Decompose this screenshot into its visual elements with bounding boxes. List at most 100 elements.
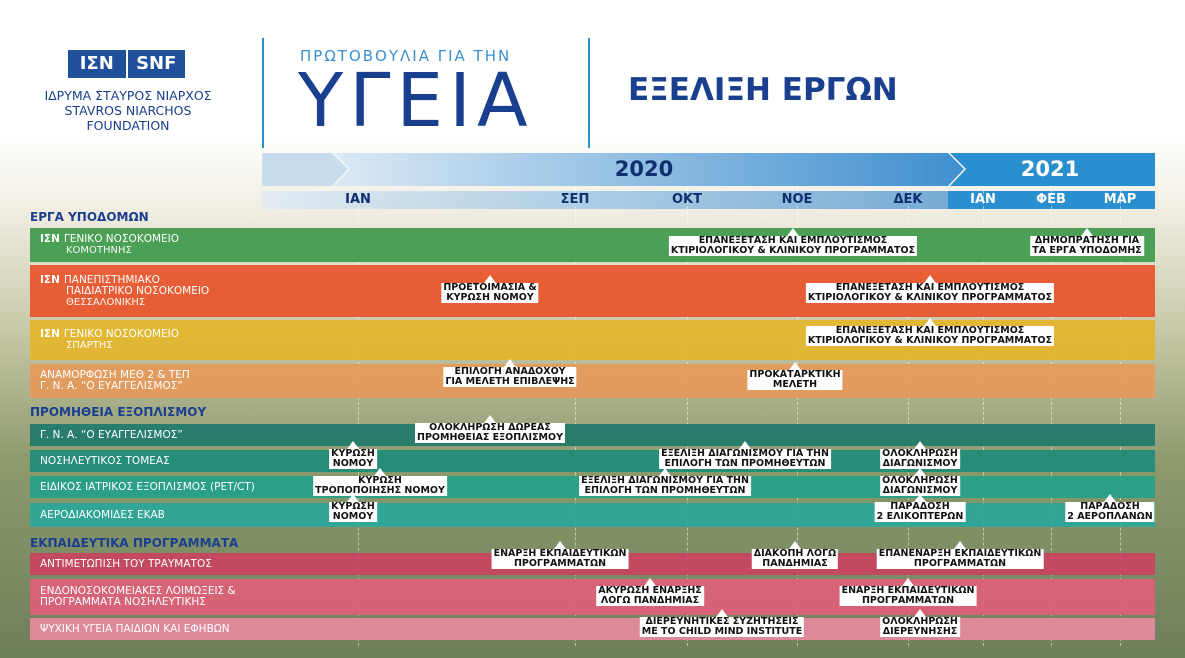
- milestone-marker: [739, 441, 751, 449]
- milestone-label: ΟΛΟΚΛΗΡΩΣΗ ΔΙΕΡΕΥΝΗΣΗΣ: [880, 617, 960, 637]
- milestone-marker: [716, 609, 728, 617]
- grid-line: [687, 186, 688, 646]
- row-label-text: ΣΠΑΡΤΗΣ: [66, 340, 113, 351]
- milestone-label: ΕΠΑΝΕΞΕΤΑΣΗ ΚΑΙ ΕΜΠΛΟΥΤΙΣΜΟΣ ΚΤΙΡΙΟΛΟΓΙΚΟ…: [668, 236, 918, 256]
- milestone-line: ΟΛΟΚΛΗΡΩΣΗ: [882, 475, 958, 486]
- milestone-marker: [914, 494, 926, 502]
- row-label-line: Γ. Ν. Α. “Ο ΕΥΑΓΓΕΛΙΣΜΟΣ”: [40, 428, 183, 441]
- row-label-text: ΠΑΝΕΠΙΣΤΗΜΙΑΚΟ: [63, 273, 160, 286]
- row-label: ΑΝΤΙΜΕΤΩΠΙΣΗ ΤΟΥ ΤΡΑΥΜΑΤΟΣ: [40, 553, 212, 575]
- month-band: [262, 191, 948, 209]
- milestone-line: ΠΡΟΓΡΑΜΜΑΤΩΝ: [513, 558, 607, 569]
- row-label-text: ΠΡΟΓΡΑΜΜΑΤΑ ΝΟΣΗΛΕΥΤΙΚΗΣ: [40, 596, 206, 608]
- milestone-label: ΔΙΑΚΟΠΗ ΛΟΓΩ ΠΑΝΔΗΜΙΑΣ: [751, 548, 839, 569]
- milestone-line: ΕΠΙΛΟΓΗ ΑΝΑΔΟΧΟΥ: [454, 366, 566, 377]
- logo-right: SNF: [136, 53, 177, 74]
- milestone-marker: [1104, 494, 1116, 502]
- milestone-label: ΚΥΡΩΣΗ ΝΟΜΟΥ: [329, 502, 377, 522]
- milestone-label: ΕΠΙΛΟΓΗ ΑΝΑΔΟΧΟΥ ΓΙΑ ΜΕΛΕΤΗ ΕΠΙΒΛΕΨΗΣ: [443, 366, 577, 387]
- milestone-line: ΑΚΥΡΩΣΗ ΕΝΑΡΞΗΣ: [598, 585, 702, 596]
- milestone-marker: [787, 228, 799, 236]
- milestone-label: ΟΛΟΚΛΗΡΩΣΗ ΔΙΑΓΩΝΙΣΜΟΥ: [880, 476, 960, 496]
- milestone-line: ΜΕΛΕΤΗ: [772, 379, 818, 390]
- milestone-marker: [789, 541, 801, 549]
- milestone-line: ΠΑΡΑΔΟΣΗ: [890, 501, 950, 512]
- milestone-line: ΠΑΝΔΗΜΙΑΣ: [762, 558, 828, 569]
- milestone-line: ΚΤΙΡΙΟΛΟΓΙΚΟΥ & ΚΛΙΝΙΚΟΥ ΠΡΟΓΡΑΜΜΑΤΟΣ: [670, 245, 916, 256]
- month-label: ΙΑΝ: [970, 192, 996, 207]
- month-label: ΙΑΝ: [345, 192, 371, 207]
- row-label: ΑΝΑΜΟΡΦΩΣΗ ΜΕΘ 2 & ΤΕΠ Γ. Ν. Α. “Ο ΕΥΑΓΓΕ…: [40, 364, 190, 398]
- org-name: STAVROS NIARCHOS: [64, 103, 192, 118]
- milestone-marker: [484, 275, 496, 283]
- row-band: [30, 228, 1155, 262]
- row-band: [30, 503, 1155, 527]
- milestone-line: ΛΟΓΩ ΠΑΝΔΗΜΙΑΣ: [600, 595, 700, 606]
- milestone-marker: [789, 362, 801, 370]
- grid-line: [983, 186, 984, 646]
- milestone-marker: [902, 578, 914, 586]
- row-label-line: ΝΟΣΗΛΕΥΤΙΚΟΣ ΤΟΜΕΑΣ: [40, 455, 170, 467]
- milestone-line: ΚΥΡΩΣΗ ΝΟΜΟΥ: [446, 292, 534, 303]
- section-title: ΠΡΟΜΗΘΕΙΑ ΕΞΟΠΛΙΣΜΟΥ: [30, 405, 207, 419]
- grid-line: [1051, 186, 1052, 646]
- milestone-line: ΟΛΟΚΛΗΡΩΣΗ: [882, 448, 958, 459]
- row-prefix: ΙΣΝ: [40, 328, 60, 340]
- milestone-line: ΕΝΑΡΞΗ ΕΚΠΑΙΔΕΥΤΙΚΩΝ: [841, 585, 975, 596]
- milestone-line: ΔΙΑΓΩΝΙΣΜΟΥ: [882, 485, 958, 496]
- row-label: ΙΣΝ ΠΑΝΕΠΙΣΤΗΜΙΑΚΟ ΠΑΙΔΙΑΤΡΙΚΟ ΝΟΣΟΚΟΜΕΙΟ Θ…: [40, 265, 209, 317]
- logo-left: ΙΣΝ: [68, 50, 128, 78]
- row-label-text: ΠΑΙΔΙΑΤΡΙΚΟ ΝΟΣΟΚΟΜΕΙΟ: [66, 284, 210, 297]
- milestone-marker: [504, 359, 516, 367]
- milestone-label: ΕΝΑΡΞΗ ΕΚΠΑΙΔΕΥΤΙΚΩΝ ΠΡΟΓΡΑΜΜΑΤΩΝ: [491, 549, 629, 569]
- milestone-line: ΠΡΟΓΡΑΜΜΑΤΩΝ: [913, 558, 1007, 569]
- row-label-text: ΓΕΝΙΚΟ ΝΟΣΟΚΟΜΕΙΟ: [63, 233, 180, 245]
- year-label: 2021: [1020, 157, 1080, 181]
- timeline-bands: [262, 153, 1155, 209]
- grid-line: [797, 186, 798, 646]
- milestone-line: ΝΟΜΟΥ: [332, 458, 374, 469]
- milestone-line: ΕΞΕΛΙΞΗ ΔΙΑΓΩΝΙΣΜΟΥ ΓΙΑ ΤΗΝ: [581, 475, 749, 486]
- row-label: ΙΣΝ ΓΕΝΙΚΟ ΝΟΣΟΚΟΜΕΙΟ ΚΟΜΟΤΗΝΗΣ: [40, 228, 179, 262]
- milestone-line: 2 ΑΕΡΟΠΛΑΝΩΝ: [1067, 511, 1153, 522]
- milestone-label: ΚΥΡΩΣΗ ΤΡΟΠΟΠΟΙΗΣΗΣ ΝΟΜΟΥ: [313, 476, 447, 496]
- milestone-marker: [924, 275, 936, 283]
- section-title: ΕΡΓΑ ΥΠΟΔΟΜΩΝ: [30, 210, 149, 224]
- row-label-text: ΕΝΔΟΝΟΣΟΚΟΜΕΙΑΚΕΣ ΛΟΙΜΩΞΕΙΣ &: [40, 585, 236, 597]
- milestone-line: ΔΙΕΡΕΥΝΗΣΗΣ: [882, 626, 958, 637]
- grid-line: [1120, 186, 1121, 646]
- row-label-line: ΘΕΣΣΑΛΟΝΙΚΗΣ: [40, 297, 209, 308]
- milestone-line: ΠΡΟΕΤΟΙΜΑΣΙΑ &: [443, 282, 537, 293]
- milestone-marker: [374, 468, 386, 476]
- row-label-line: ΠΑΙΔΙΑΤΡΙΚΟ ΝΟΣΟΚΟΜΕΙΟ: [40, 284, 210, 297]
- milestone-line: ΚΥΡΩΣΗ: [331, 448, 375, 459]
- month-label: ΔΕΚ: [893, 192, 923, 207]
- milestone-line: ΚΥΡΩΣΗ: [331, 501, 375, 512]
- grid-line: [908, 186, 909, 646]
- milestone-line: ΠΡΟΜΗΘΕΙΑΣ ΕΞΟΠΛΙΣΜΟΥ: [417, 432, 563, 443]
- row-label-text: Γ. Ν. Α. “Ο ΕΥΑΓΓΕΛΙΣΜΟΣ”: [40, 428, 183, 441]
- milestone-line: ΔΙΕΡΕΥΝΗΤΙΚΕΣ ΣΥΖΗΤΗΣΕΙΣ: [645, 616, 799, 627]
- year-band: [334, 153, 964, 186]
- row-label-line: ΚΟΜΟΤΗΝΗΣ: [40, 245, 179, 256]
- milestone-line: ΕΠΑΝΕΞΕΤΑΣΗ ΚΑΙ ΕΜΠΛΟΥΤΙΣΜΟΣ: [835, 282, 1025, 293]
- milestone-marker: [914, 609, 926, 617]
- row-label: ΨΥΧΙΚΗ ΥΓΕΙΑ ΠΑΙΔΙΩΝ ΚΑΙ ΕΦΗΒΩΝ: [40, 618, 230, 640]
- row-label-line: ΣΠΑΡΤΗΣ: [40, 340, 179, 351]
- milestone-line: ΔΗΜΟΠΡΑΤΗΣΗ ΓΙΑ: [1034, 235, 1140, 246]
- org-name: FOUNDATION: [86, 118, 170, 133]
- milestone-line: ΕΠΑΝΕΞΕΤΑΣΗ ΚΑΙ ΕΜΠΛΟΥΤΙΣΜΟΣ: [835, 325, 1025, 336]
- milestone-line: ΤΡΟΠΟΠΟΙΗΣΗΣ ΝΟΜΟΥ: [315, 485, 445, 496]
- milestone-line: ΟΛΟΚΛΗΡΩΣΗ ΔΩΡΕΑΣ: [429, 422, 551, 433]
- milestone-line: ΔΙΑΚΟΠΗ ΛΟΓΩ: [753, 548, 837, 559]
- row-label-line: ΑΕΡΟΔΙΑΚΟΜΙΔΕΣ ΕΚΑΒ: [40, 509, 165, 521]
- milestone-label: ΔΙΕΡΕΥΝΗΤΙΚΕΣ ΣΥΖΗΤΗΣΕΙΣ ΜΕ ΤΟ CHILD MIND…: [639, 616, 805, 637]
- milestone-line: ΠΑΡΑΔΟΣΗ: [1080, 501, 1140, 512]
- milestone-marker: [914, 441, 926, 449]
- milestone-label: ΕΠΑΝΕΞΕΤΑΣΗ ΚΑΙ ΕΜΠΛΟΥΤΙΣΜΟΣ ΚΤΙΡΙΟΛΟΓΙΚΟ…: [805, 282, 1055, 303]
- row-label-line: Γ. Ν. Α. “Ο ΕΥΑΓΓΕΛΙΣΜΟΣ”: [40, 381, 190, 392]
- band-lead: [262, 153, 348, 186]
- initiative-kicker: ΠΡΩΤΟΒΟΥΛΙΑ ΓΙΑ ΤΗΝ: [300, 47, 512, 65]
- row-label-line: ΠΡΟΓΡΑΜΜΑΤΑ ΝΟΣΗΛΕΥΤΙΚΗΣ: [40, 597, 236, 608]
- milestone-label: ΑΚΥΡΩΣΗ ΕΝΑΡΞΗΣ ΛΟΓΩ ΠΑΝΔΗΜΙΑΣ: [596, 586, 704, 606]
